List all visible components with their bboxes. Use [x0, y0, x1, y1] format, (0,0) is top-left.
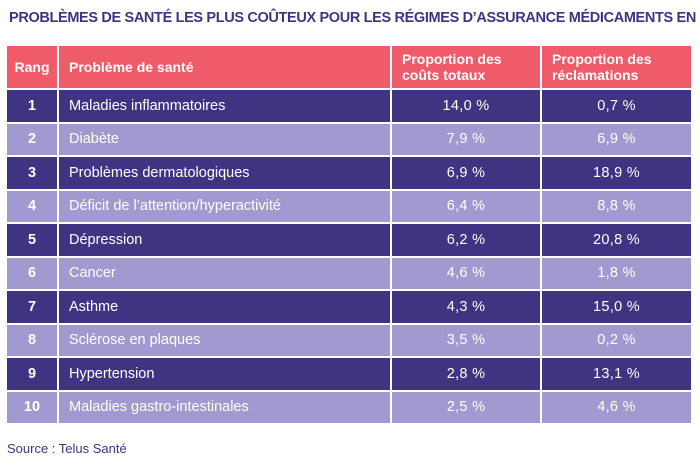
rank-cell: 9: [7, 358, 59, 392]
cost-share-cell: 2,8 %: [392, 358, 542, 392]
header-claims-share-line2: réclamations: [552, 67, 639, 83]
health-problem-cell: Maladies gastro-intestinales: [59, 391, 392, 425]
table-row: 2 Diabète 7,9 % 6,9 %: [7, 123, 691, 157]
data-table: Rang Problème de santé Proportion des co…: [7, 46, 691, 425]
cost-share-cell: 14,0 %: [392, 90, 542, 124]
table-row: 3 Problèmes dermatologiques 6,9 % 18,9 %: [7, 157, 691, 191]
table-row: 4 Déficit de l’attention/hyperactivité 6,4…: [7, 190, 691, 224]
health-problem-cell: Maladies inflammatoires: [59, 90, 392, 124]
claims-share-cell: 15,0 %: [542, 291, 691, 325]
cost-share-cell: 3,5 %: [392, 324, 542, 358]
table-row: 5 Dépression 6,2 % 20,8 %: [7, 224, 691, 258]
cost-share-cell: 2,5 %: [392, 391, 542, 425]
claims-share-cell: 18,9 %: [542, 157, 691, 191]
table-row: 8 Sclérose en plaques 3,5 % 0,2 %: [7, 324, 691, 358]
claims-share-cell: 20,8 %: [542, 224, 691, 258]
claims-share-cell: 13,1 %: [542, 358, 691, 392]
rank-cell: 1: [7, 90, 59, 124]
claims-share-cell: 1,8 %: [542, 257, 691, 291]
header-cost-share-line1: Proportion des: [402, 51, 502, 67]
table-row: 6 Cancer 4,6 % 1,8 %: [7, 257, 691, 291]
source-note: Source : Telus Santé: [7, 441, 127, 456]
claims-share-cell: 8,8 %: [542, 190, 691, 224]
cost-share-cell: 4,3 %: [392, 291, 542, 325]
cost-share-cell: 6,2 %: [392, 224, 542, 258]
header-rank: Rang: [7, 46, 59, 90]
health-problem-cell: Sclérose en plaques: [59, 324, 392, 358]
table-row: 7 Asthme 4,3 % 15,0 %: [7, 291, 691, 325]
health-problem-cell: Cancer: [59, 257, 392, 291]
header-claims-share: Proportion des réclamations: [542, 46, 691, 90]
health-problem-cell: Déficit de l’attention/hyperactivité: [59, 190, 392, 224]
claims-share-cell: 0,2 %: [542, 324, 691, 358]
header-health-problem: Problème de santé: [59, 46, 392, 90]
health-problem-cell: Problèmes dermatologiques: [59, 157, 392, 191]
table-body: 1 Maladies inflammatoires 14,0 % 0,7 % 2 Diab…: [7, 90, 691, 425]
rank-cell: 10: [7, 391, 59, 425]
cost-share-cell: 4,6 %: [392, 257, 542, 291]
health-problem-cell: Dépression: [59, 224, 392, 258]
rank-cell: 4: [7, 190, 59, 224]
table-row: 1 Maladies inflammatoires 14,0 % 0,7 %: [7, 90, 691, 124]
rank-cell: 8: [7, 324, 59, 358]
health-problem-cell: Hypertension: [59, 358, 392, 392]
claims-share-cell: 0,7 %: [542, 90, 691, 124]
header-cost-share-line2: coûts totaux: [402, 67, 486, 83]
header-cost-share: Proportion des coûts totaux: [392, 46, 542, 90]
rank-cell: 5: [7, 224, 59, 258]
claims-share-cell: 4,6 %: [542, 391, 691, 425]
table-row: 10 Maladies gastro-intestinales 2,5 % 4,6 %: [7, 391, 691, 425]
health-problem-cell: Asthme: [59, 291, 392, 325]
cost-share-cell: 6,4 %: [392, 190, 542, 224]
cost-share-cell: 7,9 %: [392, 123, 542, 157]
rank-cell: 2: [7, 123, 59, 157]
table-row: 9 Hypertension 2,8 % 13,1 %: [7, 358, 691, 392]
header-rank-label: Rang: [14, 59, 50, 75]
header-claims-share-line1: Proportion des: [552, 51, 652, 67]
chart-title: PROBLÈMES DE SANTÉ LES PLUS COÛTEUX POUR…: [9, 10, 700, 26]
rank-cell: 3: [7, 157, 59, 191]
cost-share-cell: 6,9 %: [392, 157, 542, 191]
health-problem-cell: Diabète: [59, 123, 392, 157]
claims-share-cell: 6,9 %: [542, 123, 691, 157]
rank-cell: 7: [7, 291, 59, 325]
header-health-problem-label: Problème de santé: [69, 59, 194, 75]
table-header-row: Rang Problème de santé Proportion des co…: [7, 46, 691, 90]
rank-cell: 6: [7, 257, 59, 291]
